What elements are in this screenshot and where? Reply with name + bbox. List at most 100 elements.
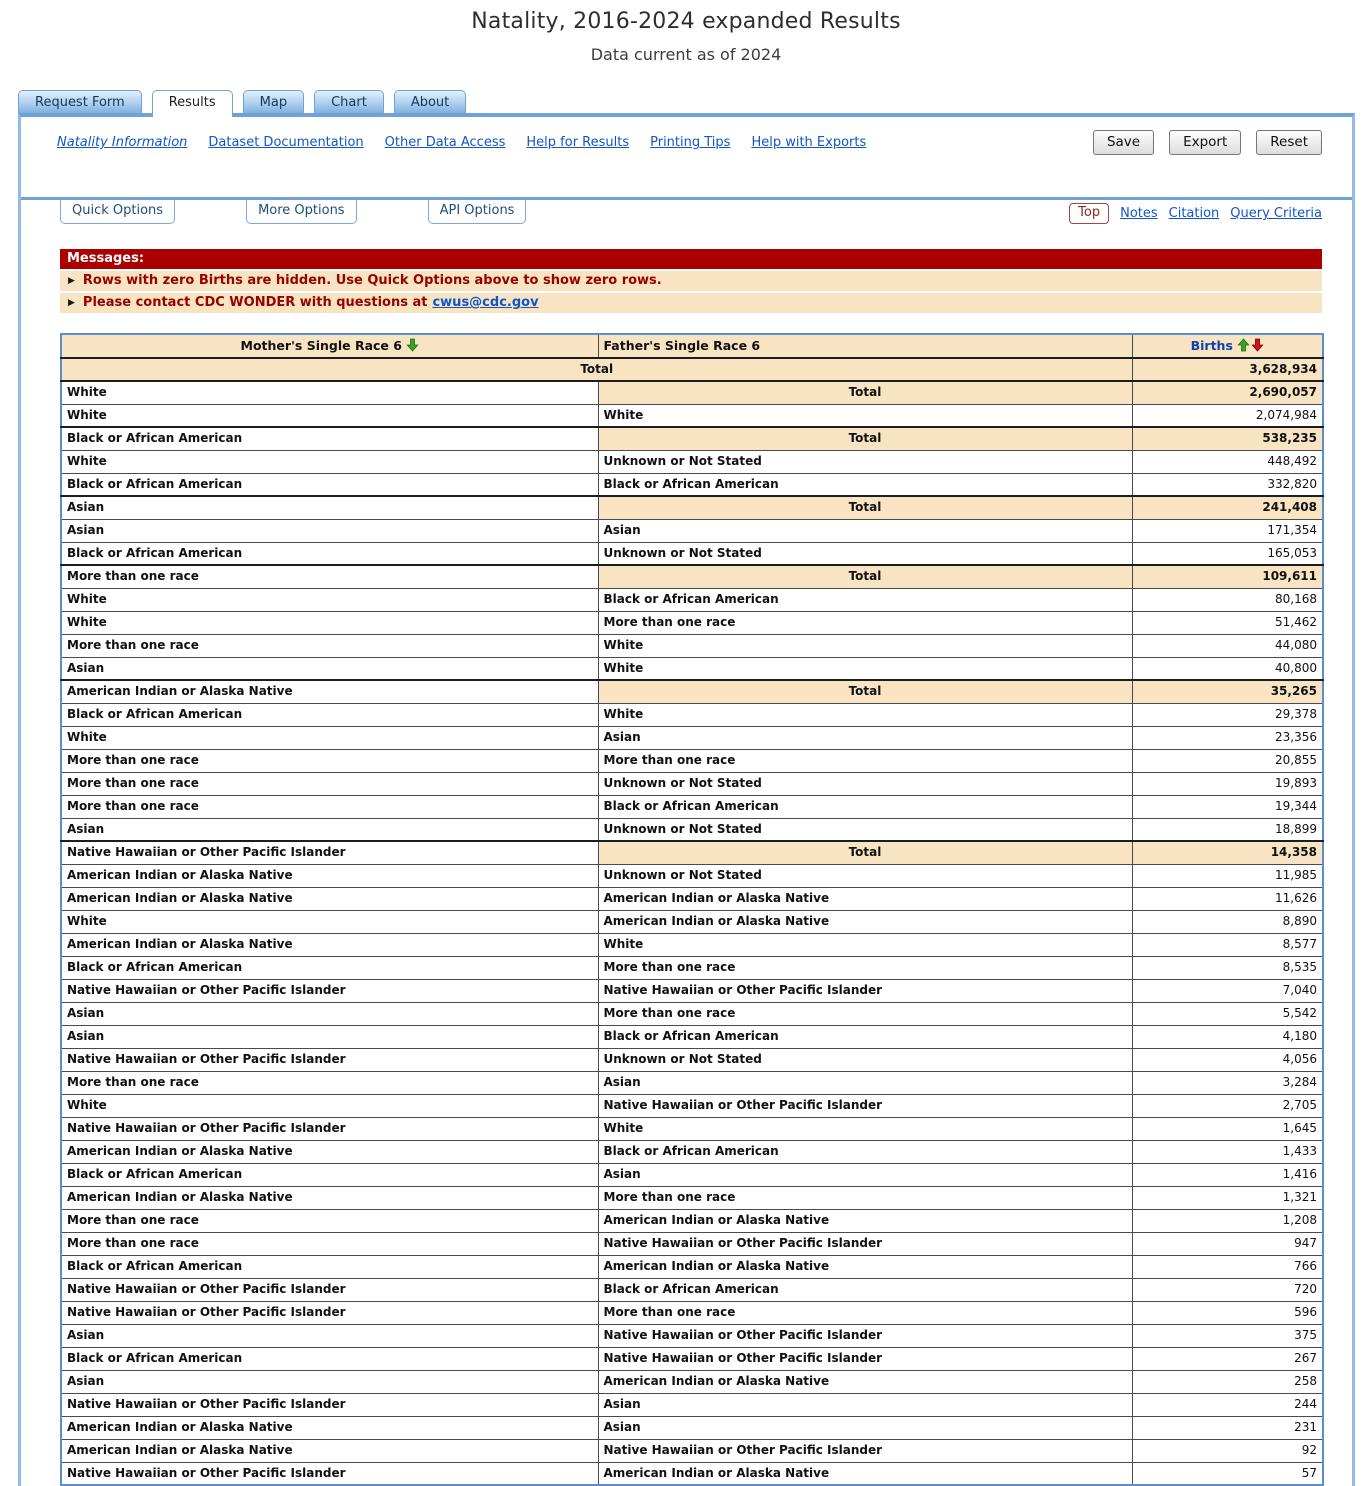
table-row: Asian Black or African American 4,180 bbox=[60, 1024, 1324, 1049]
mother-race-cell: Asian bbox=[60, 656, 599, 681]
table-total-row: Total 3,628,934 bbox=[60, 357, 1324, 382]
page-subtitle: Data current as of 2024 bbox=[590, 45, 782, 64]
table-row: American Indian or Alaska Native Native H… bbox=[60, 1438, 1324, 1463]
toolbar-link-natality-information[interactable]: Natality Information bbox=[57, 135, 188, 150]
mother-race-column-header: Mother's Single Race 6 bbox=[60, 333, 599, 359]
mother-race-cell: Asian bbox=[60, 1369, 599, 1394]
mother-race-cell: American Indian or Alaska Native bbox=[60, 1185, 599, 1210]
father-race-cell: White bbox=[597, 656, 1133, 681]
father-race-cell: Unknown or Not Stated bbox=[597, 817, 1133, 842]
table-total-row: White Total 2,690,057 bbox=[60, 380, 1324, 405]
father-race-column-header: Father's Single Race 6 bbox=[597, 333, 1133, 359]
births-cell: 109,611 bbox=[1131, 564, 1324, 589]
more-options-button[interactable]: More Options bbox=[246, 200, 357, 224]
quick-options-button[interactable]: Quick Options bbox=[60, 200, 176, 224]
toolbar-link-help-for-results[interactable]: Help for Results bbox=[526, 135, 630, 150]
mother-race-cell: American Indian or Alaska Native bbox=[60, 886, 599, 911]
tab-about[interactable]: About bbox=[393, 90, 467, 113]
mother-race-cell: White bbox=[60, 1093, 599, 1118]
mother-race-cell: Black or African American bbox=[60, 1346, 599, 1371]
export-button[interactable]: Export bbox=[1169, 130, 1242, 155]
table-row: More than one race Unknown or Not Stated 1… bbox=[60, 771, 1324, 796]
tab-map[interactable]: Map bbox=[242, 90, 305, 113]
table-row: White More than one race 51,462 bbox=[60, 610, 1324, 635]
births-cell: 8,577 bbox=[1131, 932, 1324, 957]
father-race-cell: Black or African American bbox=[597, 472, 1133, 497]
table-row: Black or African American Black or Africa… bbox=[60, 472, 1324, 497]
mother-race-cell: Black or African American bbox=[60, 1162, 599, 1187]
api-options-button[interactable]: API Options bbox=[427, 200, 527, 224]
messages-header: Messages: bbox=[60, 249, 1322, 269]
table-row: Black or African American White 29,378 bbox=[60, 702, 1324, 727]
table-row: American Indian or Alaska Native White 8,5… bbox=[60, 932, 1324, 957]
citation-link[interactable]: Citation bbox=[1168, 206, 1220, 221]
mother-race-cell: American Indian or Alaska Native bbox=[60, 932, 599, 957]
births-cell: 29,378 bbox=[1131, 702, 1324, 727]
sort-descending-icon[interactable] bbox=[1251, 338, 1264, 352]
toolbar-link-help-with-exports[interactable]: Help with Exports bbox=[751, 135, 867, 150]
notes-link[interactable]: Notes bbox=[1120, 206, 1158, 221]
mother-race-cell: Native Hawaiian or Other Pacific Islande… bbox=[60, 1116, 599, 1141]
toolbar-link-printing-tips[interactable]: Printing Tips bbox=[650, 135, 731, 150]
father-race-cell: Asian bbox=[597, 725, 1133, 750]
message-email-link[interactable]: cwus@cdc.gov bbox=[432, 295, 539, 310]
total-label-cell: Total bbox=[597, 679, 1133, 704]
father-race-cell: Unknown or Not Stated bbox=[597, 863, 1133, 888]
father-race-cell: Native Hawaiian or Other Pacific Islande… bbox=[597, 1438, 1133, 1463]
births-cell: 1,645 bbox=[1131, 1116, 1324, 1141]
births-cell: 5,542 bbox=[1131, 1001, 1324, 1026]
message-item: ▶ Please contact CDC WONDER with question… bbox=[60, 293, 1322, 313]
father-race-cell: More than one race bbox=[597, 1300, 1133, 1325]
message-text: Please contact CDC WONDER with questions… bbox=[82, 295, 428, 310]
births-cell: 1,321 bbox=[1131, 1185, 1324, 1210]
sort-descending-icon[interactable] bbox=[406, 338, 419, 352]
table-row: American Indian or Alaska Native More tha… bbox=[60, 1185, 1324, 1210]
sort-ascending-icon[interactable] bbox=[1237, 338, 1250, 352]
tab-results[interactable]: Results bbox=[151, 90, 233, 117]
mother-race-cell: Native Hawaiian or Other Pacific Islande… bbox=[60, 1392, 599, 1417]
births-cell: 2,705 bbox=[1131, 1093, 1324, 1118]
father-race-cell: Black or African American bbox=[597, 794, 1133, 819]
births-cell: 3,628,934 bbox=[1131, 357, 1324, 382]
mother-race-cell: Black or African American bbox=[60, 1254, 599, 1279]
reset-button[interactable]: Reset bbox=[1256, 130, 1322, 155]
father-race-cell: Asian bbox=[597, 518, 1133, 543]
births-cell: 947 bbox=[1131, 1231, 1324, 1256]
toolbar-link-dataset-documentation[interactable]: Dataset Documentation bbox=[208, 135, 364, 150]
query-criteria-link[interactable]: Query Criteria bbox=[1230, 206, 1322, 221]
options-buttons: Quick Options More Options API Options bbox=[60, 200, 597, 224]
births-cell: 2,074,984 bbox=[1131, 403, 1324, 428]
father-race-cell: Black or African American bbox=[597, 1139, 1133, 1164]
content-frame: Natality Information Dataset Documentatio… bbox=[18, 113, 1355, 1486]
births-cell: 44,080 bbox=[1131, 633, 1324, 658]
mother-race-cell: White bbox=[60, 403, 599, 428]
mother-race-cell: Native Hawaiian or Other Pacific Islande… bbox=[60, 978, 599, 1003]
father-race-cell: Unknown or Not Stated bbox=[597, 1047, 1133, 1072]
births-cell: 20,855 bbox=[1131, 748, 1324, 773]
births-cell: 8,535 bbox=[1131, 955, 1324, 980]
births-sort-link[interactable]: Births bbox=[1190, 338, 1233, 353]
toolbar-buttons: Save Export Reset bbox=[1092, 130, 1322, 155]
mother-race-cell: Native Hawaiian or Other Pacific Islande… bbox=[60, 840, 599, 865]
mother-race-cell: Asian bbox=[60, 1024, 599, 1049]
tab-chart[interactable]: Chart bbox=[314, 90, 384, 113]
messages-panel: Messages: ▶ Rows with zero Births are hid… bbox=[60, 249, 1322, 313]
table-row: White Asian 23,356 bbox=[60, 725, 1324, 750]
father-race-cell: Unknown or Not Stated bbox=[597, 449, 1133, 474]
table-row: Asian Asian 171,354 bbox=[60, 518, 1324, 543]
toolbar-link-other-data-access[interactable]: Other Data Access bbox=[384, 135, 506, 150]
mother-race-cell: Black or African American bbox=[60, 472, 599, 497]
tab-request-form[interactable]: Request Form bbox=[18, 90, 142, 113]
births-cell: 8,890 bbox=[1131, 909, 1324, 934]
father-race-column-label: Father's Single Race 6 bbox=[603, 338, 761, 353]
top-button[interactable]: Top bbox=[1069, 203, 1110, 224]
births-cell: 19,893 bbox=[1131, 771, 1324, 796]
table-row: Black or African American More than one r… bbox=[60, 955, 1324, 980]
save-button[interactable]: Save bbox=[1092, 130, 1155, 155]
mother-race-cell: Native Hawaiian or Other Pacific Islande… bbox=[60, 1047, 599, 1072]
mother-race-cell: Black or African American bbox=[60, 541, 599, 566]
table-total-row: Asian Total 241,408 bbox=[60, 495, 1324, 520]
births-cell: 231 bbox=[1131, 1415, 1324, 1440]
mother-race-cell: American Indian or Alaska Native bbox=[60, 1139, 599, 1164]
mother-race-cell: More than one race bbox=[60, 1208, 599, 1233]
